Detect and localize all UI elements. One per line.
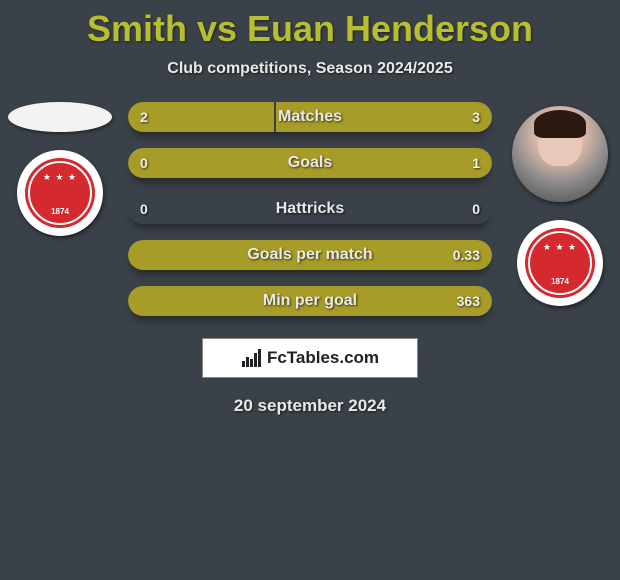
brand-text: FcTables.com <box>267 348 379 368</box>
left-crest-year: 1874 <box>51 207 69 216</box>
crest-stars-icon: ★ ★ ★ <box>43 172 77 183</box>
page-title: Smith vs Euan Henderson <box>0 0 620 50</box>
stat-label: Matches <box>128 102 492 132</box>
brand-bars-icon <box>241 349 263 367</box>
right-club-crest: ★ ★ ★ 1874 <box>517 220 603 306</box>
right-crest-year: 1874 <box>551 277 569 286</box>
stat-label: Hattricks <box>128 194 492 224</box>
stat-label: Goals per match <box>128 240 492 270</box>
stats-bars-column: 23Matches 01Goals 00Hattricks 0.33Goals per… <box>120 102 500 316</box>
right-player-avatar <box>512 106 608 202</box>
crest-stars-icon: ★ ★ ★ <box>543 242 577 253</box>
date-text: 20 september 2024 <box>0 396 620 416</box>
right-player-column: ★ ★ ★ 1874 <box>500 102 620 316</box>
left-player-column: ★ ★ ★ 1874 <box>0 102 120 316</box>
comparison-area: ★ ★ ★ 1874 23Matches 01Goals 00Hattricks 0.… <box>0 102 620 316</box>
left-player-avatar-placeholder <box>8 102 112 132</box>
stat-row: 01Goals <box>128 148 492 178</box>
stat-label: Min per goal <box>128 286 492 316</box>
stat-label: Goals <box>128 148 492 178</box>
stat-row: 00Hattricks <box>128 194 492 224</box>
stat-row: 0.33Goals per match <box>128 240 492 270</box>
stat-row: 363Min per goal <box>128 286 492 316</box>
left-club-crest: ★ ★ ★ 1874 <box>17 150 103 236</box>
brand-box: FcTables.com <box>202 338 418 378</box>
page-subtitle: Club competitions, Season 2024/2025 <box>0 60 620 78</box>
stat-row: 23Matches <box>128 102 492 132</box>
